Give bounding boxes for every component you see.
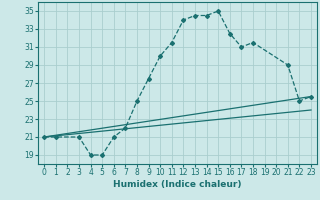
X-axis label: Humidex (Indice chaleur): Humidex (Indice chaleur) <box>113 180 242 189</box>
